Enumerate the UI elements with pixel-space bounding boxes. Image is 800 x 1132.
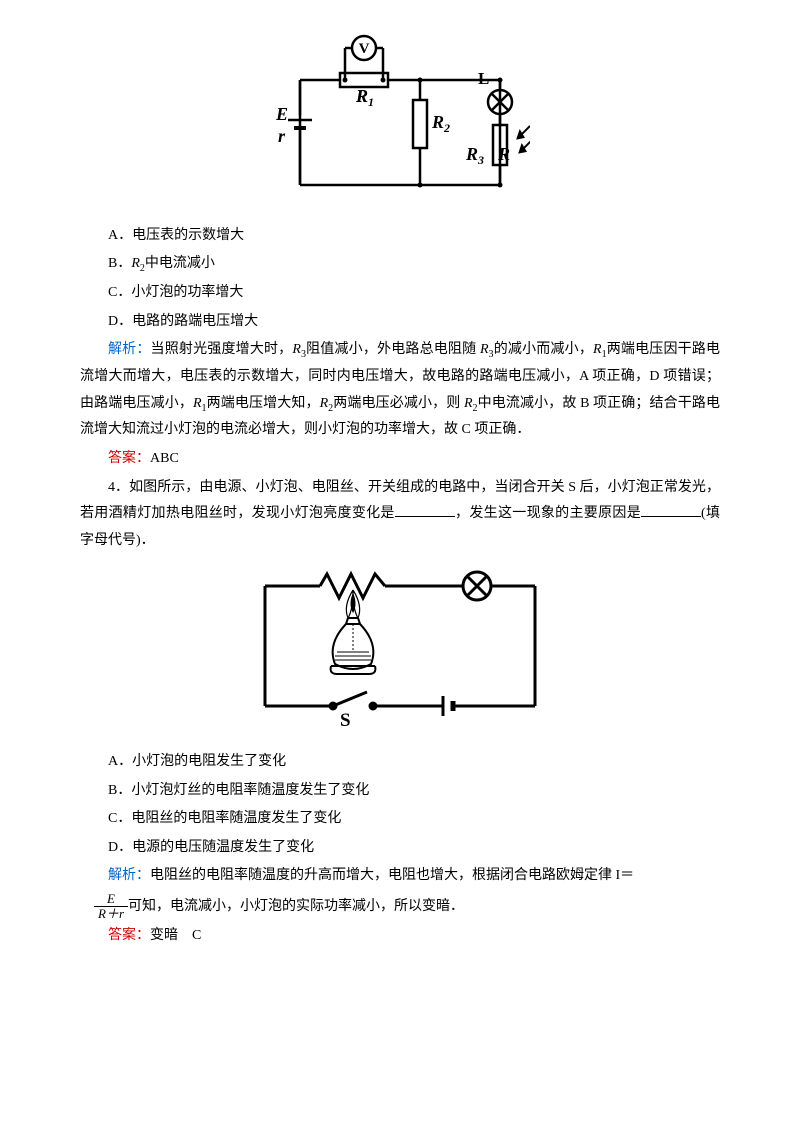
q3-option-b: B．R2中电流减小	[80, 251, 720, 278]
svg-text:V: V	[359, 41, 370, 57]
svg-text:R1: R1	[355, 86, 374, 109]
q3-answer: 答案：ABC	[80, 446, 720, 473]
q4-option-a: A．小灯泡的电阻发生了变化	[80, 749, 720, 776]
q3-option-d: D．电路的路端电压增大	[80, 309, 720, 336]
q3-analysis: 解析：当照射光强度增大时，R3阻值减小，外电路总电阻随 R3的减小而减小，R1两…	[80, 337, 720, 444]
analysis-label: 解析：	[108, 342, 151, 357]
circuit2-svg: S	[235, 556, 565, 736]
q4-formula: E R＋r 可知，电流减小，小灯泡的实际功率减小，所以变暗．	[80, 892, 720, 922]
svg-text:L: L	[478, 69, 489, 88]
q4-option-b: B．小灯泡灯丝的电阻率随温度发生了变化	[80, 778, 720, 805]
answer-label-2: 答案：	[108, 928, 150, 943]
blank-2	[641, 503, 701, 517]
svg-text:R3: R3	[465, 144, 484, 167]
svg-text:S: S	[340, 710, 351, 731]
answer-label: 答案：	[108, 451, 150, 466]
svg-text:R: R	[497, 144, 510, 164]
blank-1	[395, 503, 455, 517]
svg-text:r: r	[278, 126, 286, 146]
q4-analysis-1: 解析：电阻丝的电阻率随温度的升高而增大，电阻也增大，根据闭合电路欧姆定律 I＝	[80, 863, 720, 890]
circuit-diagram-1: V R R1 R2 R R3 L E r	[80, 20, 720, 221]
q3-option-a: A．电压表的示数增大	[80, 223, 720, 250]
circuit-diagram-2: S	[80, 556, 720, 747]
analysis-label-2: 解析：	[108, 868, 150, 883]
svg-text:R2: R2	[431, 112, 450, 135]
q4-answer: 答案：变暗 C	[80, 923, 720, 950]
q4-stem: 4．如图所示，由电源、小灯泡、电阻丝、开关组成的电路中，当闭合开关 S 后，小灯…	[80, 475, 720, 555]
q4-option-c: C．电阻丝的电阻率随温度发生了变化	[80, 806, 720, 833]
svg-text:E: E	[275, 104, 288, 124]
q4-option-d: D．电源的电压随温度发生了变化	[80, 835, 720, 862]
q4-answer-text: 变暗 C	[150, 928, 201, 943]
fraction: E R＋r	[94, 892, 128, 922]
q3-option-c: C．小灯泡的功率增大	[80, 280, 720, 307]
q3-answer-text: ABC	[150, 451, 179, 466]
circuit1-svg: V R R1 R2 R R3 L E r	[270, 20, 530, 210]
